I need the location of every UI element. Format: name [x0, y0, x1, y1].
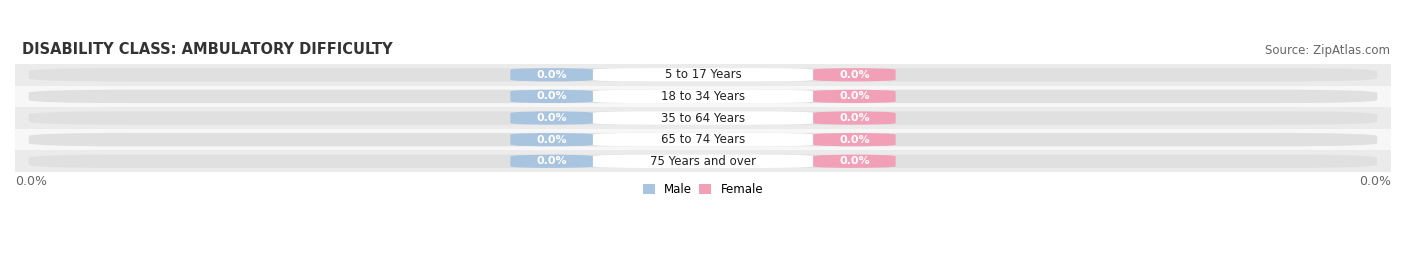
FancyBboxPatch shape: [510, 111, 593, 125]
Text: 0.0%: 0.0%: [536, 113, 567, 123]
FancyBboxPatch shape: [813, 111, 896, 125]
Text: 0.0%: 0.0%: [839, 70, 870, 80]
FancyBboxPatch shape: [28, 155, 1378, 168]
FancyBboxPatch shape: [510, 155, 593, 168]
Text: 0.0%: 0.0%: [1360, 175, 1391, 188]
FancyBboxPatch shape: [510, 133, 593, 146]
Text: Source: ZipAtlas.com: Source: ZipAtlas.com: [1264, 44, 1389, 58]
FancyBboxPatch shape: [593, 155, 813, 168]
Text: 65 to 74 Years: 65 to 74 Years: [661, 133, 745, 146]
Text: 35 to 64 Years: 35 to 64 Years: [661, 112, 745, 125]
FancyBboxPatch shape: [510, 68, 593, 82]
Text: 18 to 34 Years: 18 to 34 Years: [661, 90, 745, 103]
Bar: [15, 150, 1391, 172]
Text: 5 to 17 Years: 5 to 17 Years: [665, 68, 741, 81]
Text: 0.0%: 0.0%: [839, 91, 870, 101]
Bar: [15, 107, 1391, 129]
FancyBboxPatch shape: [813, 133, 896, 146]
FancyBboxPatch shape: [28, 68, 1378, 82]
FancyBboxPatch shape: [813, 90, 896, 103]
FancyBboxPatch shape: [593, 133, 813, 146]
Text: 0.0%: 0.0%: [839, 135, 870, 145]
Text: 0.0%: 0.0%: [839, 113, 870, 123]
FancyBboxPatch shape: [510, 90, 593, 103]
Bar: [15, 129, 1391, 150]
Text: 0.0%: 0.0%: [839, 156, 870, 166]
Text: 75 Years and over: 75 Years and over: [650, 155, 756, 168]
FancyBboxPatch shape: [593, 68, 813, 82]
FancyBboxPatch shape: [813, 68, 896, 82]
FancyBboxPatch shape: [593, 111, 813, 125]
Text: 0.0%: 0.0%: [15, 175, 46, 188]
FancyBboxPatch shape: [28, 133, 1378, 146]
Legend: Male, Female: Male, Female: [638, 178, 768, 201]
Text: 0.0%: 0.0%: [536, 70, 567, 80]
FancyBboxPatch shape: [28, 111, 1378, 125]
Text: DISABILITY CLASS: AMBULATORY DIFFICULTY: DISABILITY CLASS: AMBULATORY DIFFICULTY: [22, 43, 392, 58]
Text: 0.0%: 0.0%: [536, 156, 567, 166]
FancyBboxPatch shape: [593, 90, 813, 103]
Text: 0.0%: 0.0%: [536, 135, 567, 145]
Bar: [15, 86, 1391, 107]
Bar: [15, 64, 1391, 86]
FancyBboxPatch shape: [28, 90, 1378, 103]
Text: 0.0%: 0.0%: [536, 91, 567, 101]
FancyBboxPatch shape: [813, 155, 896, 168]
